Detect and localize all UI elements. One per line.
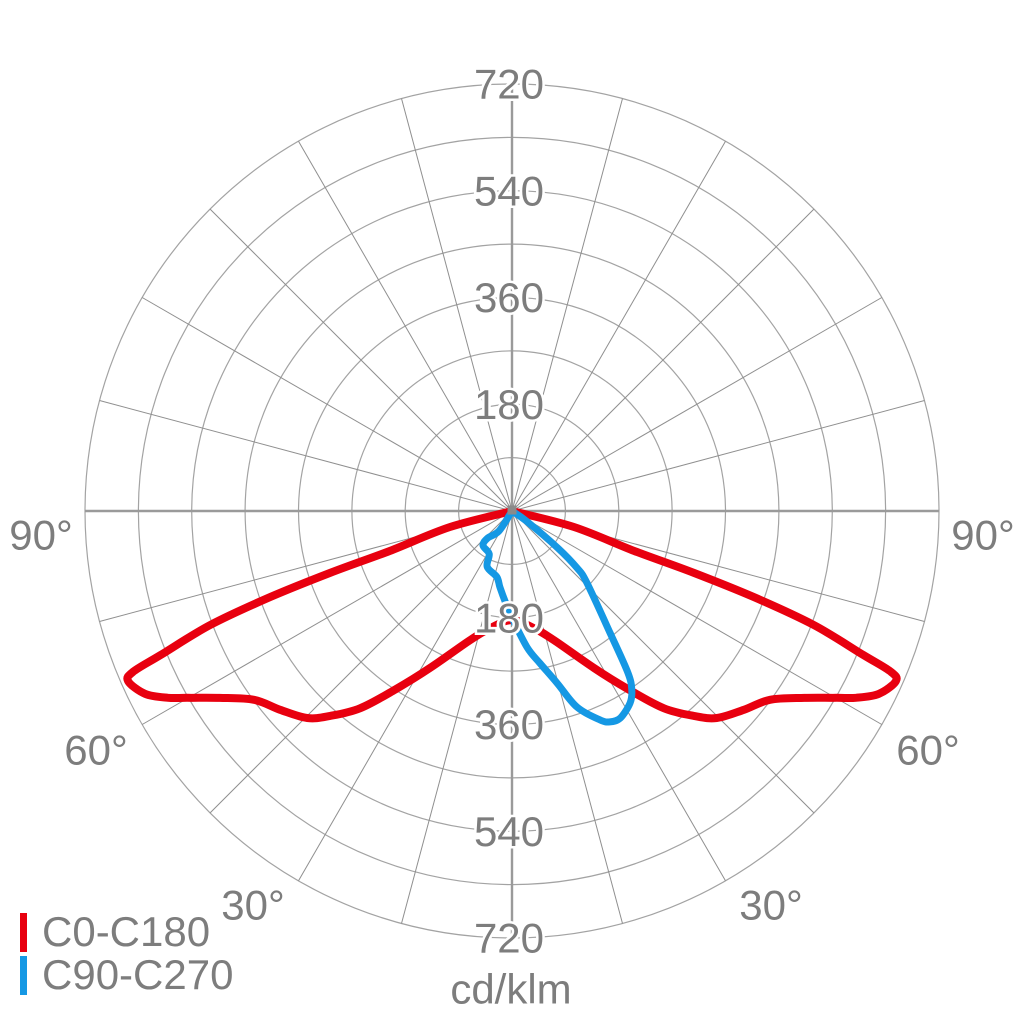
legend-item-c90-c270: C90-C270 [20, 951, 234, 998]
radial-tick-label-top: 180 [474, 381, 544, 428]
angle-label-60-right: 60° [896, 727, 960, 774]
legend-label-c0-c180: C0-C180 [42, 908, 211, 955]
angle-label-30-right: 30° [739, 882, 803, 929]
radial-tick-label-top: 540 [474, 167, 544, 214]
legend-swatch-blue [20, 955, 27, 995]
legend-item-c0-c180: C0-C180 [20, 908, 233, 955]
curve-c90-c270 [479, 507, 636, 726]
unit-label: cd/klm [450, 966, 571, 1013]
radial-tick-label-top: 720 [474, 61, 544, 108]
radial-tick-label-top: 360 [474, 274, 544, 321]
angle-label-30-left: 30° [221, 882, 285, 929]
angle-label-60-left: 60° [64, 727, 128, 774]
center-dot [507, 505, 517, 515]
legend-label-c90-c270: C90-C270 [42, 951, 234, 998]
radial-tick-label-bottom: 360 [474, 701, 544, 748]
radial-tick-label-bottom: 720 [474, 915, 544, 962]
legend-swatch-red [20, 912, 27, 952]
radial-tick-label-bottom: 540 [474, 808, 544, 855]
radial-tick-label-bottom: 180 [474, 594, 544, 641]
angle-label-90-left: 90° [9, 512, 73, 559]
grid-spokes [99, 98, 925, 924]
angle-label-90-right: 90° [951, 512, 1015, 559]
legend: C0-C180 C90-C270 [20, 908, 234, 998]
